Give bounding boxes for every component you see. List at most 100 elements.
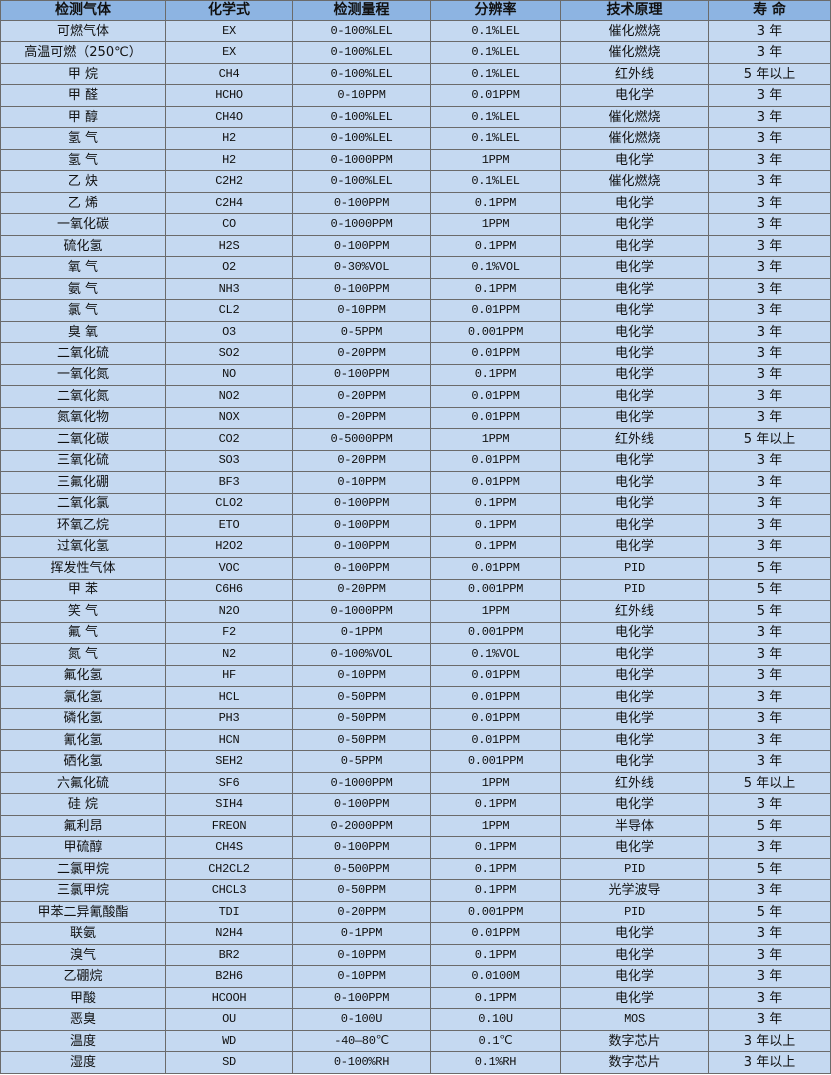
lifespan-cell: 3 年 [708, 664, 831, 688]
principle-cell: 催化燃烧 [560, 170, 709, 193]
resolution-cell: 0.01PPM [430, 385, 561, 408]
range-cell: 0-100%RH [292, 1051, 431, 1074]
principle-cell: 电化学 [560, 406, 709, 430]
gas-name-cell: 甲 烷 [0, 62, 166, 86]
table-row: 高温可燃（250℃） EX 0-100%LEL 0.1%LEL 催化燃烧 3 年 [0, 41, 831, 64]
formula-cell: B2H6 [165, 965, 293, 988]
formula-cell: TDI [165, 900, 293, 924]
lifespan-cell: 3 年 [708, 148, 831, 172]
table-row: 氯化氢 HCL 0-50PPM 0.01PPM 电化学 3 年 [0, 686, 831, 709]
resolution-cell: 0.1℃ [430, 1029, 561, 1053]
lifespan-cell: 3 年 [708, 449, 831, 473]
range-cell: -40—80℃ [292, 1029, 431, 1053]
formula-cell: CO [165, 213, 293, 236]
gas-name-cell: 恶臭 [0, 1008, 166, 1031]
table-row: 联氨 N2H4 0-1PPM 0.01PPM 电化学 3 年 [0, 922, 831, 945]
gas-name-cell: 甲 苯 [0, 578, 166, 602]
formula-cell: CLO2 [165, 492, 293, 516]
gas-name-cell: 二氧化氮 [0, 385, 166, 408]
principle-cell: 电化学 [560, 943, 709, 967]
resolution-cell: 0.01PPM [430, 728, 561, 752]
formula-cell: SF6 [165, 771, 293, 795]
gas-name-cell: 磷化氢 [0, 707, 166, 730]
table-row: 溴气 BR2 0-10PPM 0.1PPM 电化学 3 年 [0, 943, 831, 967]
lifespan-cell: 3 年 [708, 385, 831, 408]
formula-cell: H2S [165, 234, 293, 258]
principle-cell: PID [560, 857, 709, 881]
formula-cell: H2 [165, 127, 293, 150]
lifespan-cell: 3 年 [708, 514, 831, 537]
gas-name-cell: 氨 气 [0, 277, 166, 301]
resolution-cell: 0.1PPM [430, 986, 561, 1010]
lifespan-cell: 3 年 [708, 879, 831, 902]
range-cell: 0-10PPM [292, 299, 431, 322]
header-gas: 检测气体 [0, 0, 166, 21]
lifespan-cell: 3 年 [708, 750, 831, 773]
range-cell: 0-100PPM [292, 363, 431, 387]
principle-cell: 催化燃烧 [560, 41, 709, 64]
gas-name-cell: 乙硼烷 [0, 965, 166, 988]
range-cell: 0-100PPM [292, 514, 431, 537]
range-cell: 0-100%LEL [292, 170, 431, 193]
range-cell: 0-20PPM [292, 449, 431, 473]
range-cell: 0-100%VOL [292, 643, 431, 666]
table-row: 氢 气 H2 0-100%LEL 0.1%LEL 催化燃烧 3 年 [0, 127, 831, 150]
formula-cell: CHCL3 [165, 879, 293, 902]
lifespan-cell: 3 年 [708, 621, 831, 645]
principle-cell: 电化学 [560, 492, 709, 516]
lifespan-cell: 3 年 [708, 277, 831, 301]
gas-name-cell: 联氨 [0, 922, 166, 945]
lifespan-cell: 3 年 [708, 406, 831, 430]
table-row: 六氟化硫 SF6 0-1000PPM 1PPM 红外线 5 年以上 [0, 771, 831, 795]
header-range: 检测量程 [292, 0, 431, 21]
principle-cell: 电化学 [560, 342, 709, 365]
gas-name-cell: 溴气 [0, 943, 166, 967]
gas-name-cell: 硫化氢 [0, 234, 166, 258]
header-lifespan: 寿 命 [708, 0, 831, 21]
range-cell: 0-100%LEL [292, 41, 431, 64]
table-row: 硫化氢 H2S 0-100PPM 0.1PPM 电化学 3 年 [0, 234, 831, 258]
principle-cell: 电化学 [560, 84, 709, 107]
lifespan-cell: 3 年 [708, 191, 831, 215]
lifespan-cell: 3 年 [708, 922, 831, 945]
gas-name-cell: 甲 醇 [0, 105, 166, 129]
principle-cell: 半导体 [560, 814, 709, 838]
resolution-cell: 0.01PPM [430, 664, 561, 688]
table-row: 二氧化氮 NO2 0-20PPM 0.01PPM 电化学 3 年 [0, 385, 831, 408]
gas-name-cell: 三氟化硼 [0, 471, 166, 494]
principle-cell: 电化学 [560, 385, 709, 408]
table-row: 二氧化氯 CLO2 0-100PPM 0.1PPM 电化学 3 年 [0, 492, 831, 516]
lifespan-cell: 3 年 [708, 19, 831, 43]
resolution-cell: 1PPM [430, 771, 561, 795]
resolution-cell: 0.1%LEL [430, 170, 561, 193]
gas-name-cell: 笑 气 [0, 600, 166, 623]
range-cell: 0-10PPM [292, 84, 431, 107]
resolution-cell: 0.1%VOL [430, 643, 561, 666]
gas-name-cell: 氰化氢 [0, 728, 166, 752]
table-row: 乙 炔 C2H2 0-100%LEL 0.1%LEL 催化燃烧 3 年 [0, 170, 831, 193]
gas-name-cell: 臭 氧 [0, 320, 166, 344]
principle-cell: 电化学 [560, 449, 709, 473]
formula-cell: C2H2 [165, 170, 293, 193]
lifespan-cell: 3 年 [708, 793, 831, 816]
range-cell: 0-100PPM [292, 277, 431, 301]
resolution-cell: 0.1PPM [430, 879, 561, 902]
principle-cell: 红外线 [560, 62, 709, 86]
formula-cell: EX [165, 19, 293, 43]
range-cell: 0-30%VOL [292, 256, 431, 279]
principle-cell: 电化学 [560, 148, 709, 172]
principle-cell: 电化学 [560, 664, 709, 688]
formula-cell: EX [165, 41, 293, 64]
formula-cell: H2O2 [165, 535, 293, 559]
header-formula: 化学式 [165, 0, 293, 21]
gas-name-cell: 氮 气 [0, 643, 166, 666]
range-cell: 0-50PPM [292, 728, 431, 752]
resolution-cell: 0.1PPM [430, 793, 561, 816]
formula-cell: O2 [165, 256, 293, 279]
table-row: 三氧化硫 SO3 0-20PPM 0.01PPM 电化学 3 年 [0, 449, 831, 473]
resolution-cell: 0.01PPM [430, 471, 561, 494]
gas-name-cell: 环氧乙烷 [0, 514, 166, 537]
table-row: 乙 烯 C2H4 0-100PPM 0.1PPM 电化学 3 年 [0, 191, 831, 215]
formula-cell: SO3 [165, 449, 293, 473]
range-cell: 0-1000PPM [292, 148, 431, 172]
